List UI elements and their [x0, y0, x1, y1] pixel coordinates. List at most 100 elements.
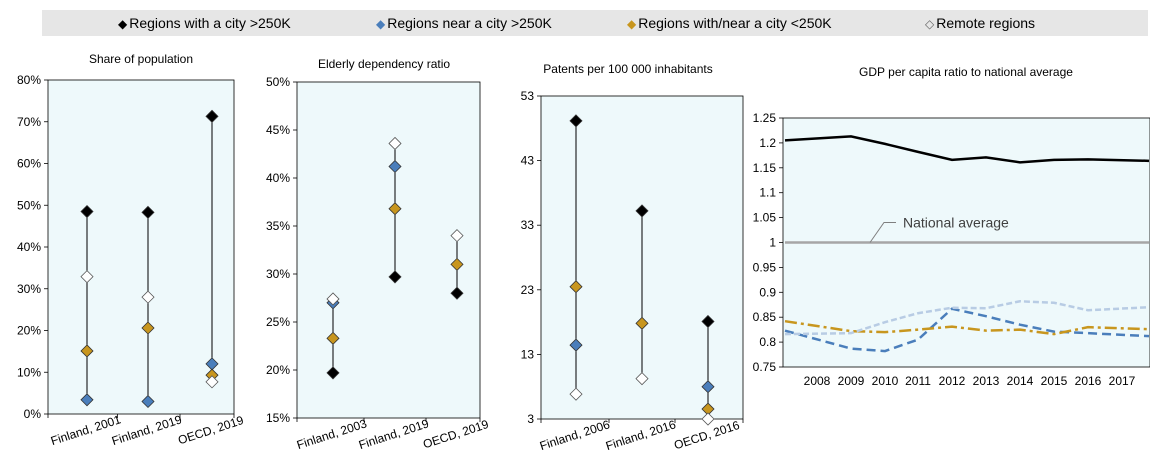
y-tick-label: 45% — [266, 123, 290, 137]
legend-label: Remote regions — [936, 15, 1036, 31]
y-tick-label: 1 — [769, 236, 776, 250]
point-small-city — [388, 202, 402, 216]
x-tick-label: OECD, 2019 — [421, 417, 490, 451]
y-tick-label: 0.85 — [753, 310, 777, 324]
chart-title: Patents per 100 000 inhabitants — [543, 62, 712, 76]
y-tick-label: 1.05 — [753, 211, 777, 225]
line-near-large-city — [784, 307, 1150, 353]
y-tick-label: 0.9 — [759, 285, 776, 299]
y-tick-label: 40% — [266, 171, 290, 185]
point-large-city — [569, 114, 583, 128]
line-small-city — [784, 319, 1150, 336]
point-large-city — [701, 314, 715, 329]
x-tick-label: 2015 — [1041, 374, 1068, 388]
x-tick-label: OECD, 2019 — [176, 413, 245, 447]
y-tick-label: 1.2 — [759, 136, 776, 150]
plot-area — [296, 81, 481, 419]
x-tick-label: 2014 — [1007, 374, 1034, 388]
y-tick-label: 10% — [17, 365, 41, 379]
point-remote — [450, 229, 464, 243]
point-small-city — [80, 344, 94, 358]
y-tick-label: 50% — [17, 198, 41, 212]
x-tick-label: Finland, 2006 — [538, 417, 612, 453]
legend-item-remote: ◇ Remote regions — [925, 15, 1035, 32]
legend-label: Regions with/near a city <250K — [638, 15, 832, 31]
legend-item-small-city: ◆ Regions with/near a city <250K — [627, 15, 832, 32]
y-tick-label: 0.8 — [759, 335, 776, 349]
chart-title: GDP per capita ratio to national average — [859, 65, 1073, 79]
y-tick-label: 50% — [266, 75, 290, 89]
diamond-filled-icon: ◆ — [627, 17, 637, 31]
point-near-large-city — [569, 338, 583, 352]
chart-legend: ◆ Regions with a city >250K ◆ Regions near… — [42, 10, 1148, 36]
point-remote — [569, 387, 583, 401]
point-near-large-city — [388, 159, 402, 174]
x-tick-label: Finland, 2019 — [357, 416, 431, 452]
y-tick-label: 3 — [527, 412, 534, 426]
y-tick-label: 20% — [17, 324, 41, 338]
chart-title: Elderly dependency ratio — [318, 57, 450, 71]
y-tick-label: 70% — [17, 115, 41, 129]
annotation-label: National average — [903, 215, 1009, 231]
x-tick-label: 2017 — [1109, 374, 1136, 388]
y-tick-label: 15% — [266, 411, 290, 425]
legend-label: Regions near a city >250K — [387, 15, 552, 31]
point-large-city — [326, 366, 340, 380]
point-large-city — [635, 204, 649, 218]
point-large-city — [205, 109, 219, 123]
point-remote — [141, 290, 155, 304]
annotation-leader — [869, 222, 896, 243]
y-tick-label: 60% — [17, 157, 41, 171]
line-large-city — [784, 135, 1150, 164]
x-tick-label: Finland, 2003 — [295, 416, 369, 452]
x-tick-label: 2011 — [905, 374, 931, 388]
point-small-city — [141, 321, 155, 335]
y-tick-label: 35% — [266, 219, 290, 233]
y-tick-label: 43 — [521, 154, 535, 168]
y-tick-label: 0.95 — [753, 260, 777, 274]
diamond-filled-icon: ◆ — [376, 17, 386, 31]
y-tick-label: 13 — [521, 347, 535, 361]
point-large-city — [388, 270, 402, 284]
point-near-large-city — [141, 394, 155, 409]
point-small-city — [326, 331, 340, 345]
point-remote — [388, 136, 402, 151]
plot-area — [47, 79, 235, 415]
line-remote — [784, 300, 1150, 336]
point-remote — [635, 372, 649, 386]
x-tick-label: Finland, 2019 — [110, 412, 184, 448]
point-remote — [701, 412, 715, 426]
y-tick-label: 1.15 — [753, 161, 777, 175]
y-tick-label: 40% — [17, 240, 41, 254]
x-tick-label: 2009 — [838, 374, 865, 388]
diamond-open-icon: ◇ — [925, 17, 935, 31]
point-remote — [80, 270, 94, 284]
y-tick-label: 53 — [521, 89, 535, 103]
y-tick-label: 25% — [266, 315, 290, 329]
point-small-city — [450, 257, 464, 271]
y-tick-label: 1.1 — [759, 186, 776, 200]
legend-item-large-city: ◆ Regions with a city >250K — [118, 15, 291, 32]
x-tick-label: 2008 — [804, 374, 831, 388]
point-small-city — [569, 280, 583, 294]
x-tick-label: 2016 — [1075, 374, 1102, 388]
legend-item-near-large-city: ◆ Regions near a city >250K — [376, 15, 552, 32]
point-small-city — [635, 316, 649, 330]
point-large-city — [450, 286, 464, 300]
y-tick-label: 30% — [266, 267, 290, 281]
y-tick-label: 0.75 — [753, 360, 777, 374]
x-tick-label: 2012 — [939, 374, 966, 388]
y-tick-label: 23 — [521, 283, 535, 297]
chart-title: Share of population — [89, 52, 193, 66]
y-tick-label: 33 — [521, 218, 535, 232]
legend-label: Regions with a city >250K — [129, 15, 291, 31]
diamond-filled-icon: ◆ — [118, 17, 128, 31]
x-tick-label: 2010 — [872, 374, 899, 388]
point-large-city — [141, 205, 155, 219]
x-tick-label: 2013 — [973, 374, 1000, 388]
point-large-city — [80, 204, 94, 219]
y-tick-label: 0% — [24, 407, 42, 421]
point-near-large-city — [701, 380, 715, 394]
x-tick-label: Finland, 2016 — [604, 417, 678, 453]
